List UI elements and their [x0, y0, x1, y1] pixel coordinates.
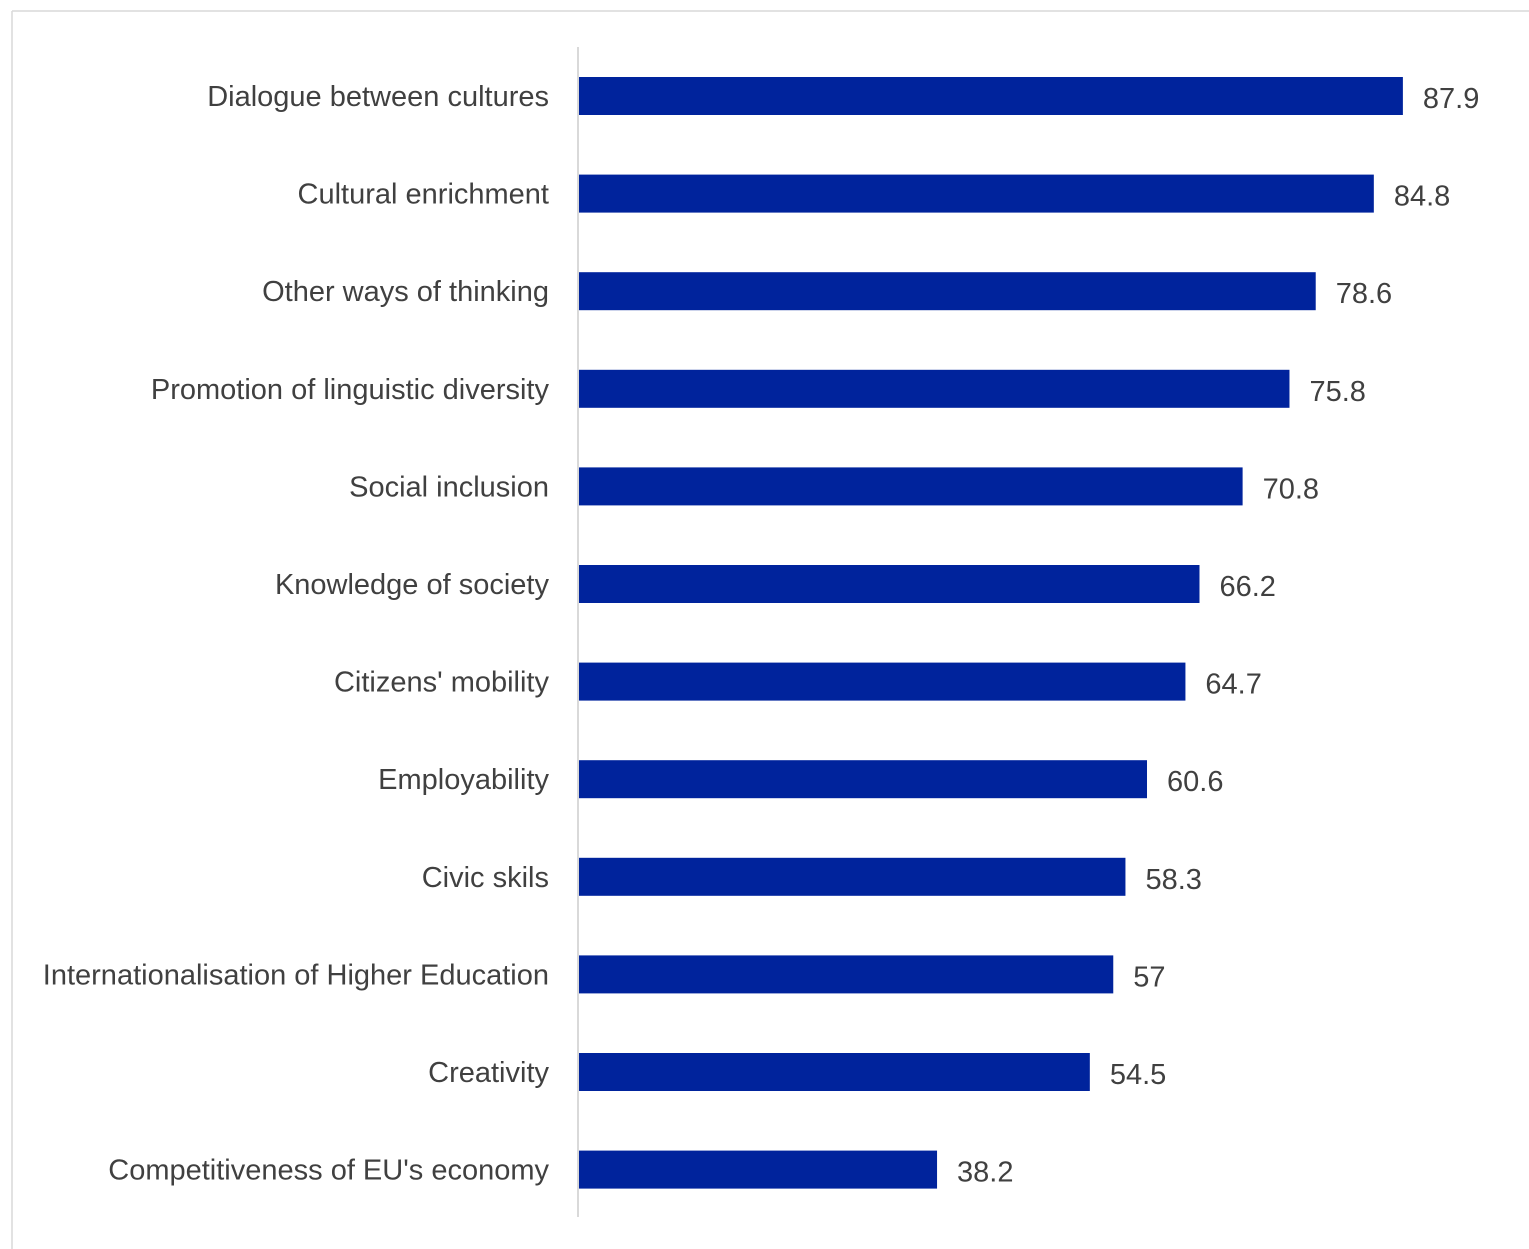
category-label: Promotion of linguistic diversity [151, 374, 550, 406]
bar [579, 857, 1126, 896]
category-label: Social inclusion [349, 471, 549, 503]
bar [579, 955, 1114, 994]
data-label: 60.6 [1167, 766, 1223, 798]
data-label: 64.7 [1205, 669, 1261, 701]
bar [579, 1150, 938, 1189]
data-label: 87.9 [1423, 83, 1479, 115]
bar [579, 77, 1403, 115]
category-label: Civic skils [422, 862, 549, 894]
category-label: Dialogue between cultures [207, 81, 549, 113]
data-label: 54.5 [1110, 1059, 1166, 1091]
data-label: 66.2 [1219, 571, 1275, 603]
category-label: Citizens' mobility [334, 667, 550, 699]
category-label: Creativity [428, 1057, 549, 1089]
bar [579, 369, 1290, 408]
category-label: Competitiveness of EU's economy [108, 1155, 549, 1187]
category-label: Other ways of thinking [262, 276, 549, 308]
bar [579, 1053, 1090, 1091]
data-label: 78.6 [1336, 278, 1392, 310]
category-label: Internationalisation of Higher Education [43, 959, 549, 991]
category-label: Employability [378, 764, 549, 796]
data-label: 84.8 [1394, 181, 1450, 213]
bar [579, 760, 1148, 799]
data-label: 70.8 [1263, 473, 1319, 505]
data-label: 38.2 [957, 1157, 1013, 1189]
bar [579, 174, 1374, 213]
data-label: 75.8 [1309, 376, 1365, 408]
bar [579, 467, 1243, 506]
category-label: Knowledge of society [275, 569, 550, 601]
data-label: 57 [1133, 961, 1165, 993]
bar [579, 565, 1200, 603]
category-label: Cultural enrichment [298, 179, 549, 211]
data-label: 58.3 [1145, 864, 1201, 896]
bar [579, 272, 1316, 311]
bar [579, 662, 1186, 701]
